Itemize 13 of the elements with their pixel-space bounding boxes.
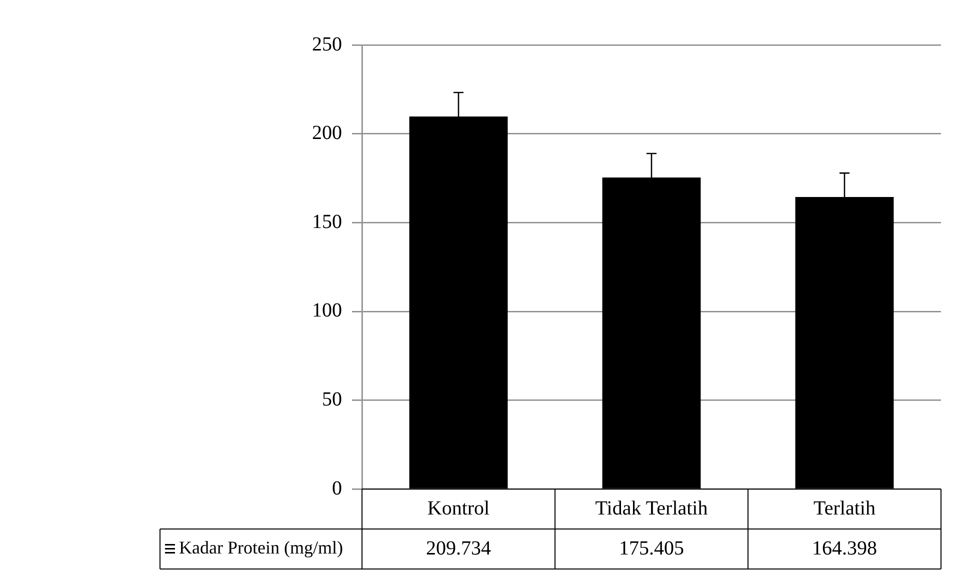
y-tick-label: 0 [332,477,342,500]
y-tick-label: 200 [312,122,342,144]
x-tick-label: Terlatih [814,497,876,520]
y-tick-label: 50 [322,388,342,410]
data-label: 164.398 [812,537,877,560]
y-tick-label: 150 [312,210,342,233]
y-tick-label: 250 [312,33,342,56]
data-label: 175.405 [619,537,684,560]
x-tick-label: Tidak Terlatih [595,497,708,520]
data-label: 209.734 [426,537,491,560]
x-tick-label: Kontrol [427,497,490,520]
legend-label: Kadar Protein (mg/ml) [179,538,343,558]
y-tick-label: 100 [312,300,342,322]
